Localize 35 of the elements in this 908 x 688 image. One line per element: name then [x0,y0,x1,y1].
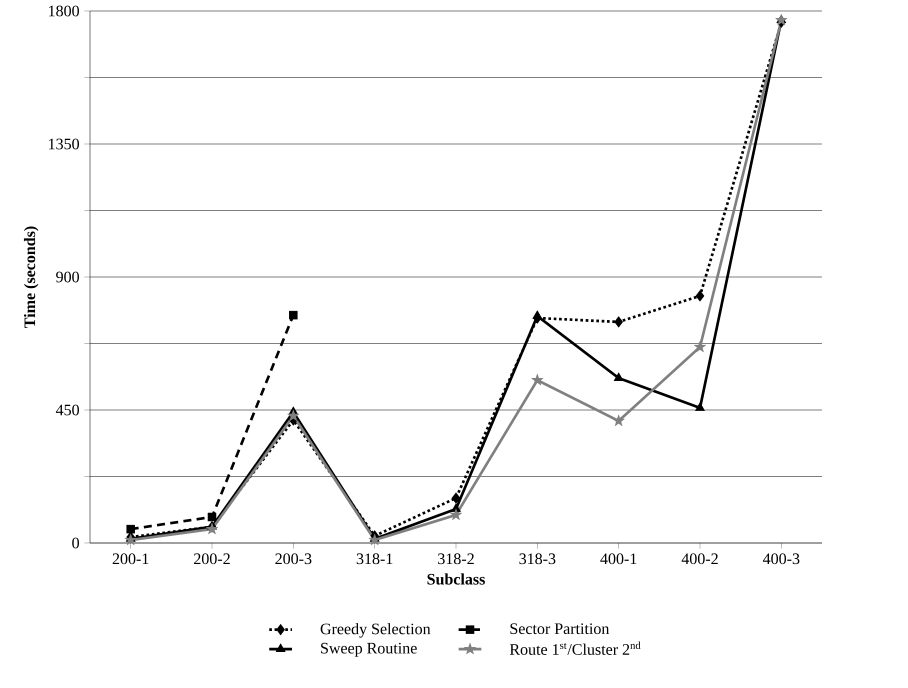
y-tick-label: 0 [72,538,79,548]
y-axis-title: Time (seconds) [24,226,38,328]
x-tick-label: 200-3 [275,553,312,564]
x-tick-label: 318-2 [438,553,474,564]
y-tick-label: 450 [56,404,79,416]
point [450,508,462,520]
point [531,374,544,386]
legend-label: Sweep Routine [321,642,417,657]
point [208,512,216,522]
point [694,340,706,352]
x-tick-label: 318-3 [519,553,556,564]
y-tick-label: 1800 [49,6,79,16]
point [696,290,704,302]
x-tick-label: 318-1 [356,553,392,564]
x-tick-label: 200-2 [194,553,230,564]
legend-label: Sector Partition [510,623,610,634]
point [532,310,542,319]
x-tick-label: 200-1 [112,553,148,564]
legend-label: Route 1$^{st}$/Cluster 2$^{nd}$ [510,642,641,655]
x-tick-label: 400-2 [682,553,718,564]
point [287,410,300,422]
point [452,492,460,504]
x-axis-title: Subclass [428,573,485,585]
point [289,310,298,320]
point [614,372,624,382]
point [612,414,625,426]
point [124,534,137,546]
x-tick-label: 400-1 [600,553,636,564]
legend-label: Greedy Selection [320,623,430,638]
point [126,524,135,534]
x-tick-label: 400-3 [762,553,800,564]
y-tick-label: 900 [56,272,79,282]
point [614,316,623,328]
point [695,402,705,411]
y-tick-label: 1350 [49,138,79,150]
